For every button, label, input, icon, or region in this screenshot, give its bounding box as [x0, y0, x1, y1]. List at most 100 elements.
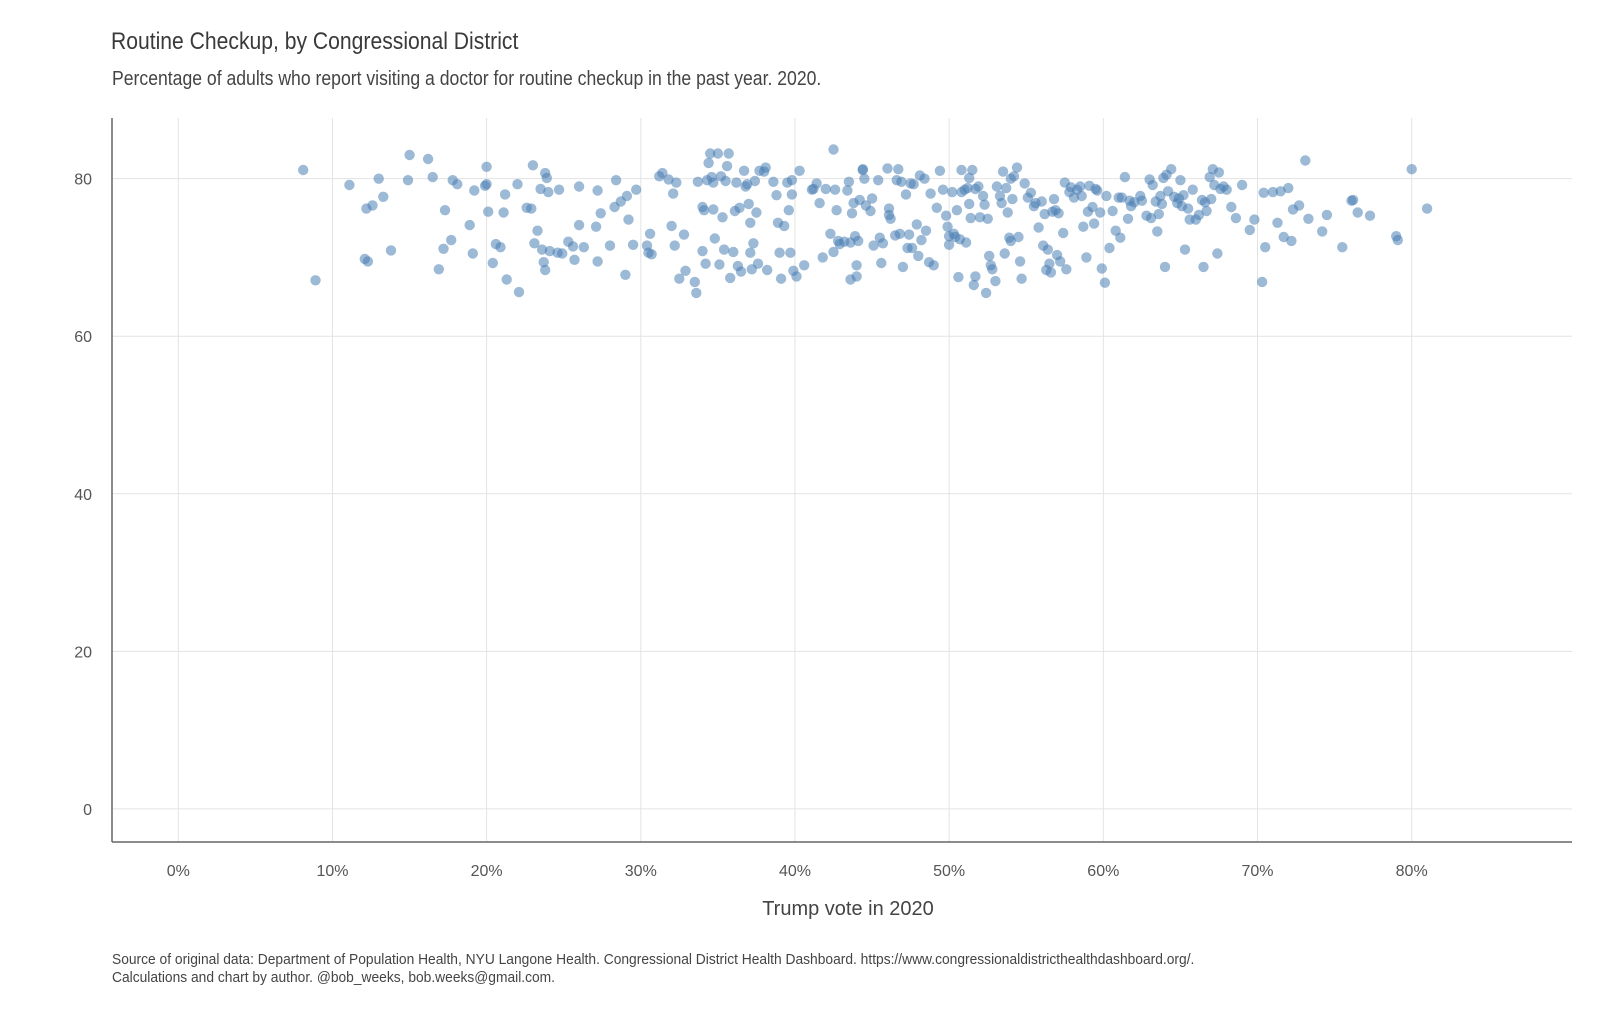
data-point	[723, 148, 734, 159]
data-point	[532, 225, 543, 236]
data-point	[734, 202, 745, 213]
data-point	[700, 258, 711, 269]
data-point	[982, 213, 993, 224]
data-point	[897, 261, 909, 273]
data-point	[666, 220, 677, 232]
x-tick-labels: 0% 10% 20% 30% 40% 50% 60% 70% 80%	[167, 863, 1428, 880]
data-point	[979, 199, 990, 210]
data-point	[1244, 224, 1256, 236]
data-point	[1122, 213, 1134, 224]
data-point	[1230, 212, 1242, 224]
y-tick-labels: 0 20 40 60 80	[74, 172, 92, 819]
data-point	[689, 276, 700, 288]
data-point	[697, 245, 708, 257]
data-point	[567, 241, 579, 252]
data-point	[728, 246, 739, 258]
data-point	[569, 254, 580, 265]
data-point	[1115, 232, 1126, 243]
x-tick-label: 20%	[471, 863, 503, 880]
data-point	[846, 208, 858, 219]
axes	[111, 118, 1572, 843]
data-point	[1212, 248, 1223, 259]
data-point	[868, 240, 879, 251]
source-note: Source of original data: Department of P…	[112, 951, 1194, 987]
x-tick-label: 50%	[933, 863, 965, 880]
data-point	[951, 205, 963, 216]
data-point	[953, 271, 964, 283]
data-point	[1145, 212, 1157, 224]
data-point	[942, 221, 953, 232]
grid-lines	[112, 118, 1572, 842]
data-point	[610, 175, 622, 186]
data-point	[896, 176, 907, 187]
data-point	[452, 179, 463, 190]
data-point	[621, 190, 633, 202]
data-point	[920, 225, 932, 236]
data-point	[1175, 175, 1186, 186]
x-tick-label: 80%	[1396, 863, 1428, 880]
data-point	[885, 213, 896, 224]
data-point	[1286, 235, 1297, 247]
data-point	[671, 177, 682, 188]
data-point	[956, 164, 967, 176]
data-point	[646, 249, 657, 260]
data-point	[714, 259, 725, 270]
data-point	[1087, 201, 1098, 213]
data-point	[1187, 184, 1198, 195]
data-point	[873, 175, 884, 186]
data-point	[1053, 208, 1064, 219]
data-point	[1206, 193, 1217, 205]
data-point	[919, 173, 930, 184]
data-point	[1166, 164, 1177, 175]
data-point	[1267, 186, 1279, 198]
data-point	[1104, 242, 1115, 254]
data-point	[1095, 207, 1106, 218]
data-point	[828, 144, 839, 155]
data-point	[943, 239, 955, 250]
data-point	[1055, 256, 1066, 267]
source-line-1: Source of original data: Department of P…	[112, 951, 1195, 968]
data-point	[592, 185, 603, 196]
y-tick-label: 20	[74, 644, 92, 661]
data-point	[439, 205, 451, 216]
data-point	[1092, 185, 1103, 196]
data-point	[1272, 217, 1283, 228]
data-point	[1011, 162, 1023, 173]
data-point	[775, 273, 787, 284]
data-point	[1007, 193, 1018, 205]
data-point	[495, 242, 506, 253]
y-tick-label: 40	[74, 487, 92, 504]
data-point	[853, 235, 864, 247]
data-point	[960, 237, 972, 248]
data-point	[731, 177, 742, 188]
data-point	[903, 229, 915, 240]
data-point	[1016, 273, 1027, 284]
data-point	[708, 204, 719, 215]
data-point	[760, 162, 771, 173]
data-point	[1236, 179, 1248, 191]
data-point	[483, 206, 494, 217]
data-point	[735, 266, 747, 277]
data-point	[970, 271, 981, 282]
data-point	[1213, 167, 1225, 178]
data-point	[831, 205, 842, 216]
data-point	[481, 179, 492, 190]
data-point	[940, 210, 952, 221]
data-point	[851, 271, 862, 282]
data-point	[738, 165, 750, 176]
data-point	[748, 238, 759, 249]
data-point	[712, 148, 724, 159]
x-tick-label: 60%	[1087, 863, 1119, 880]
data-point	[498, 207, 509, 218]
data-point	[540, 264, 551, 276]
data-point	[783, 205, 794, 216]
data-point	[1392, 234, 1404, 246]
data-point	[828, 246, 839, 258]
data-point	[876, 257, 887, 269]
data-point	[501, 274, 512, 285]
data-point	[373, 173, 384, 184]
data-point	[1337, 242, 1348, 253]
data-point	[1249, 214, 1260, 225]
data-point	[774, 247, 785, 258]
data-point	[906, 242, 918, 254]
